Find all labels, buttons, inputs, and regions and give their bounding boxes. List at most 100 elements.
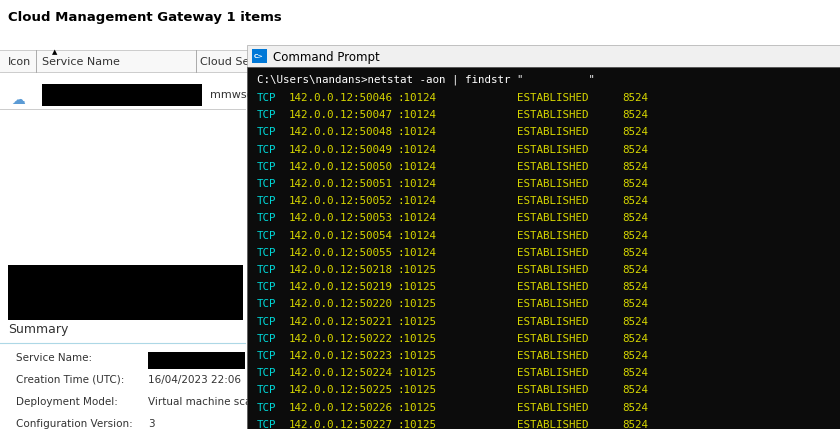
Text: 142.0.0.12:50220: 142.0.0.12:50220 (289, 299, 393, 309)
Text: 8524: 8524 (622, 127, 648, 137)
Text: :10125: :10125 (397, 368, 436, 378)
Text: ESTABLISHED: ESTABLISHED (517, 299, 589, 309)
Text: 8524: 8524 (622, 420, 648, 429)
Text: 8524: 8524 (622, 299, 648, 309)
Text: TCP: TCP (257, 248, 276, 258)
Text: TCP: TCP (257, 351, 276, 361)
Text: TCP: TCP (257, 196, 276, 206)
Text: ESTABLISHED: ESTABLISHED (517, 196, 589, 206)
Text: :10125: :10125 (397, 351, 436, 361)
Text: 142.0.0.12:50047: 142.0.0.12:50047 (289, 110, 393, 120)
Text: Deployment Model:: Deployment Model: (16, 397, 118, 407)
Text: 8524: 8524 (622, 402, 648, 413)
Bar (148, 352, 245, 369)
Text: Service Name: Service Name (42, 57, 120, 67)
Text: :10124: :10124 (397, 145, 436, 154)
Text: ESTABLISHED: ESTABLISHED (517, 93, 589, 103)
Bar (247, 67, 840, 429)
Text: 8524: 8524 (622, 93, 648, 103)
Text: :10125: :10125 (397, 265, 436, 275)
Text: 142.0.0.12:50055: 142.0.0.12:50055 (289, 248, 393, 258)
Text: 8524: 8524 (622, 368, 648, 378)
Text: TCP: TCP (257, 231, 276, 241)
Bar (252, 49, 267, 63)
Bar (0, 50, 840, 72)
Text: TCP: TCP (257, 110, 276, 120)
Bar (42, 84, 202, 106)
Text: 142.0.0.12:50049: 142.0.0.12:50049 (289, 145, 393, 154)
Text: 142.0.0.12:50225: 142.0.0.12:50225 (289, 385, 393, 396)
Text: ESTABLISHED: ESTABLISHED (517, 402, 589, 413)
Text: ESTABLISHED: ESTABLISHED (517, 179, 589, 189)
Text: Service Name:: Service Name: (16, 353, 92, 363)
Text: TCP: TCP (257, 93, 276, 103)
Text: ESTABLISHED: ESTABLISHED (517, 231, 589, 241)
Text: 3: 3 (148, 419, 155, 429)
Text: 8524: 8524 (622, 145, 648, 154)
Text: TCP: TCP (257, 317, 276, 326)
Text: ESTABLISHED: ESTABLISHED (517, 385, 589, 396)
Text: ESTABLISHED: ESTABLISHED (517, 265, 589, 275)
Text: 142.0.0.12:50221: 142.0.0.12:50221 (289, 317, 393, 326)
Text: :10124: :10124 (397, 127, 436, 137)
Text: :10124: :10124 (397, 213, 436, 224)
Text: TCP: TCP (257, 368, 276, 378)
Text: ESTABLISHED: ESTABLISHED (517, 213, 589, 224)
Text: TCP: TCP (257, 265, 276, 275)
Text: ▲: ▲ (52, 49, 58, 55)
Text: TCP: TCP (257, 213, 276, 224)
Text: Cloud Management Gateway 1 items: Cloud Management Gateway 1 items (8, 12, 281, 24)
Text: C>: C> (255, 54, 264, 60)
Text: :10124: :10124 (397, 110, 436, 120)
Text: 8524: 8524 (622, 334, 648, 344)
Text: :10124: :10124 (397, 93, 436, 103)
Text: 142.0.0.12:50224: 142.0.0.12:50224 (289, 368, 393, 378)
Bar (8, 265, 243, 320)
Text: ESTABLISHED: ESTABLISHED (517, 145, 589, 154)
Text: 16/04/2023 22:06: 16/04/2023 22:06 (148, 375, 241, 385)
Text: 142.0.0.12:50051: 142.0.0.12:50051 (289, 179, 393, 189)
Text: 8524: 8524 (622, 248, 648, 258)
Text: TCP: TCP (257, 127, 276, 137)
Text: Summary: Summary (8, 323, 68, 336)
Text: 8524: 8524 (622, 231, 648, 241)
Text: 8524: 8524 (622, 317, 648, 326)
Text: TCP: TCP (257, 299, 276, 309)
Text: 142.0.0.12:50054: 142.0.0.12:50054 (289, 231, 393, 241)
Text: :10125: :10125 (397, 334, 436, 344)
Text: 142.0.0.12:50052: 142.0.0.12:50052 (289, 196, 393, 206)
Text: :10124: :10124 (397, 231, 436, 241)
Text: ESTABLISHED: ESTABLISHED (517, 127, 589, 137)
Text: :10124: :10124 (397, 179, 436, 189)
Text: ESTABLISHED: ESTABLISHED (517, 351, 589, 361)
Text: :10125: :10125 (397, 402, 436, 413)
Text: 8524: 8524 (622, 110, 648, 120)
Text: 8524: 8524 (622, 351, 648, 361)
Text: :10124: :10124 (397, 162, 436, 172)
Text: 142.0.0.12:50222: 142.0.0.12:50222 (289, 334, 393, 344)
Text: 142.0.0.12:50053: 142.0.0.12:50053 (289, 213, 393, 224)
Text: :10124: :10124 (397, 196, 436, 206)
Text: ESTABLISHED: ESTABLISHED (517, 368, 589, 378)
Text: :10125: :10125 (397, 420, 436, 429)
Text: Deployment Model: Deployment Model (345, 57, 450, 67)
Text: TCP: TCP (257, 385, 276, 396)
Text: 142.0.0.12:50048: 142.0.0.12:50048 (289, 127, 393, 137)
Text: :10125: :10125 (397, 317, 436, 326)
Text: Creation Time (UTC):: Creation Time (UTC): (16, 375, 124, 385)
Text: Status: Status (530, 57, 565, 67)
Text: TCP: TCP (257, 420, 276, 429)
Text: 142.0.0.12:50046: 142.0.0.12:50046 (289, 93, 393, 103)
Text: 8524: 8524 (622, 196, 648, 206)
Text: mmwscm: mmwscm (210, 90, 264, 100)
Text: C:\Users\nandans>netstat -aon | findstr "          ": C:\Users\nandans>netstat -aon | findstr … (257, 75, 595, 85)
Text: TCP: TCP (257, 402, 276, 413)
Text: Description: Description (622, 57, 685, 67)
Text: ESTABLISHED: ESTABLISHED (517, 334, 589, 344)
Text: 8524: 8524 (622, 162, 648, 172)
Text: 8524: 8524 (622, 213, 648, 224)
Text: :10125: :10125 (397, 299, 436, 309)
Text: :10125: :10125 (397, 282, 436, 292)
Text: 142.0.0.12:50223: 142.0.0.12:50223 (289, 351, 393, 361)
Text: Command Prompt: Command Prompt (273, 51, 380, 63)
